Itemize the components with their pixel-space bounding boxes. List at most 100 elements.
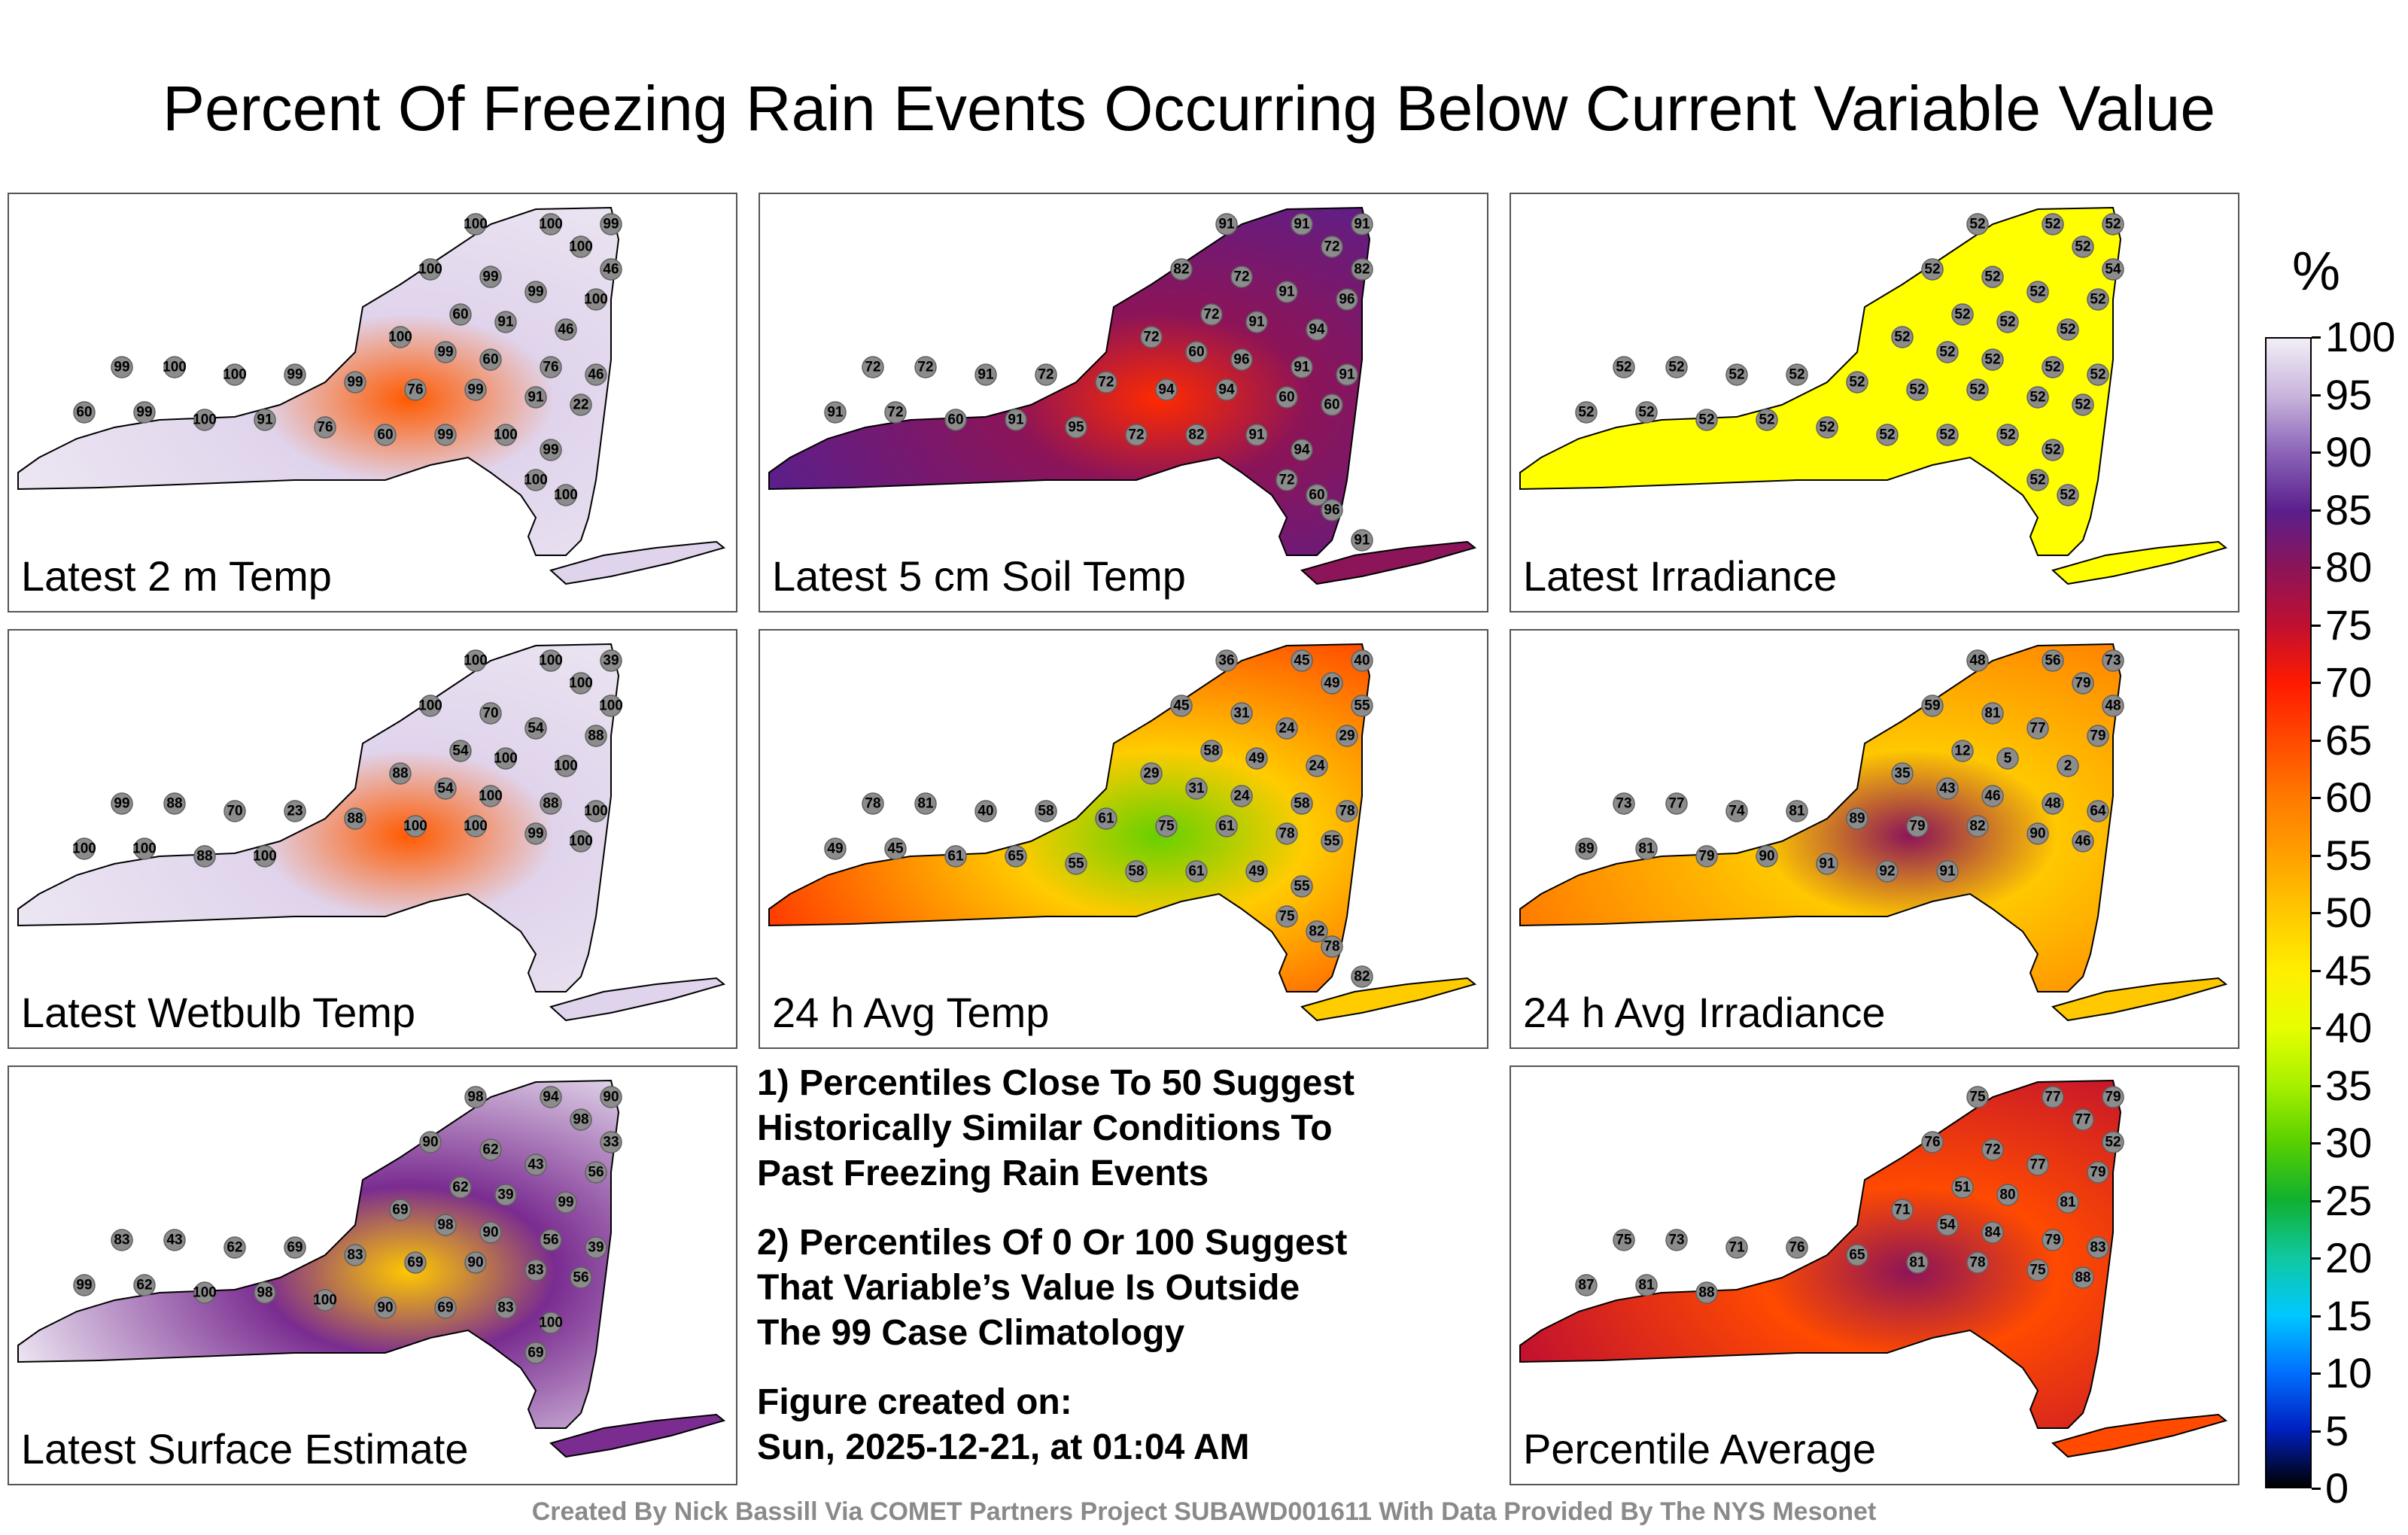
station-value: 69 [437, 1300, 453, 1316]
station-marker: 100 [539, 213, 563, 236]
station-value: 98 [467, 1090, 483, 1105]
station-value: 52 [2075, 239, 2090, 255]
station-marker: 100 [494, 747, 518, 770]
figure-created-date: Sun, 2025-12-21, at 01:04 AM [757, 1427, 1250, 1467]
colorbar-tick-label: 45 [2325, 946, 2373, 994]
station-value: 52 [2045, 217, 2060, 233]
station-value: 82 [1173, 262, 1189, 278]
station-value: 52 [1638, 405, 1654, 421]
station-value: 72 [887, 405, 903, 421]
note-2-line-1: 2) Percentiles Of 0 Or 100 Suggest [757, 1223, 1348, 1263]
station-marker: 33 [600, 1131, 622, 1154]
state-map: 100 100 99 100 46 100 99 99 100 60 91 46 100 99 60 76 46… [17, 206, 726, 585]
station-value: 91 [1354, 217, 1370, 233]
station-marker: 52 [1725, 363, 1748, 386]
station-marker: 36 [1215, 649, 1238, 672]
colorbar-tick-label: 70 [2325, 658, 2373, 706]
station-value: 91 [1008, 412, 1024, 428]
state-outline [17, 1079, 620, 1429]
station-marker: 72 [884, 401, 907, 424]
station-value: 46 [1984, 789, 2000, 804]
colorbar-tick-mark [2312, 394, 2321, 397]
station-value: 45 [887, 841, 904, 857]
station-marker: 81 [1981, 702, 2004, 725]
station-marker: 99 [284, 363, 306, 386]
state-outline [768, 643, 1371, 992]
station-value: 52 [2075, 397, 2090, 413]
state-outline [768, 206, 1371, 556]
station-value: 52 [1819, 420, 1835, 436]
station-marker: 99 [111, 792, 133, 815]
station-value: 100 [479, 789, 503, 804]
colorbar [2265, 337, 2312, 1488]
station-value: 76 [543, 360, 558, 375]
station-value: 52 [1879, 427, 1895, 443]
station-value: 91 [1354, 533, 1370, 549]
station-marker: 46 [555, 318, 577, 341]
station-value: 60 [452, 307, 468, 323]
station-value: 82 [1309, 924, 1324, 940]
colorbar-tick-label: 20 [2325, 1234, 2373, 1281]
station-marker: 96 [1230, 348, 1253, 371]
station-value: 94 [1158, 382, 1175, 398]
station-value: 91 [1339, 367, 1355, 383]
station-marker: 29 [1140, 762, 1163, 785]
station-marker: 40 [974, 800, 997, 822]
station-marker: 29 [1336, 725, 1358, 747]
station-value: 79 [1698, 849, 1714, 865]
station-value: 58 [1128, 864, 1144, 880]
station-marker: 52 [2102, 213, 2124, 236]
station-marker: 52 [2042, 356, 2064, 378]
station-marker: 78 [1966, 1251, 1989, 1274]
station-marker: 72 [1230, 266, 1253, 288]
station-marker: 39 [585, 1236, 607, 1259]
state-outline [1519, 206, 2122, 556]
station-value: 94 [1309, 322, 1325, 338]
station-marker: 24 [1306, 755, 1328, 777]
station-value: 58 [1294, 796, 1309, 812]
station-value: 100 [132, 841, 157, 857]
map-panel-1: 100 100 99 100 46 100 99 99 100 60 91 46 100 99 60 76 46… [8, 193, 737, 612]
station-marker: 91 [254, 409, 276, 431]
station-value: 61 [1188, 864, 1205, 880]
station-marker: 100 [479, 785, 503, 807]
station-marker: 52 [1966, 213, 1989, 236]
station-value: 43 [1939, 781, 1955, 797]
station-value: 100 [193, 1285, 217, 1301]
station-value: 52 [1969, 382, 1985, 398]
station-marker: 61 [1215, 815, 1238, 837]
station-marker: 69 [389, 1199, 412, 1221]
station-marker: 79 [2042, 1229, 2064, 1251]
station-value: 61 [1218, 819, 1235, 834]
station-marker: 52 [1891, 326, 1914, 348]
station-value: 99 [287, 367, 303, 383]
long-island-outline [2051, 1413, 2228, 1458]
long-island-outline [549, 540, 726, 585]
station-value: 91 [1939, 864, 1956, 880]
station-value: 60 [947, 412, 963, 428]
station-marker: 100 [569, 672, 593, 695]
station-value: 79 [2075, 676, 2090, 692]
station-marker: 52 [1906, 378, 1929, 401]
station-marker: 90 [464, 1251, 487, 1274]
station-marker: 60 [1275, 386, 1298, 409]
station-value: 31 [1233, 706, 1250, 722]
station-value: 90 [422, 1135, 438, 1150]
station-value: 52 [1578, 405, 1594, 421]
station-marker: 91 [1936, 860, 1959, 883]
station-value: 78 [1324, 939, 1339, 955]
station-marker: 52 [2072, 394, 2094, 416]
credit-footer: Created By Nick Bassill Via COMET Partne… [531, 1497, 1877, 1526]
station-marker: 62 [449, 1176, 472, 1199]
station-marker: 48 [2102, 695, 2124, 717]
station-marker: 52 [1996, 311, 2019, 333]
station-value: 52 [2045, 442, 2060, 458]
station-value: 40 [1354, 653, 1370, 669]
station-marker: 79 [2087, 725, 2109, 747]
station-marker: 100 [403, 815, 427, 837]
station-value: 100 [554, 488, 578, 503]
station-marker: 99 [540, 439, 562, 461]
station-marker: 51 [1951, 1176, 1974, 1199]
station-marker: 46 [585, 363, 607, 386]
